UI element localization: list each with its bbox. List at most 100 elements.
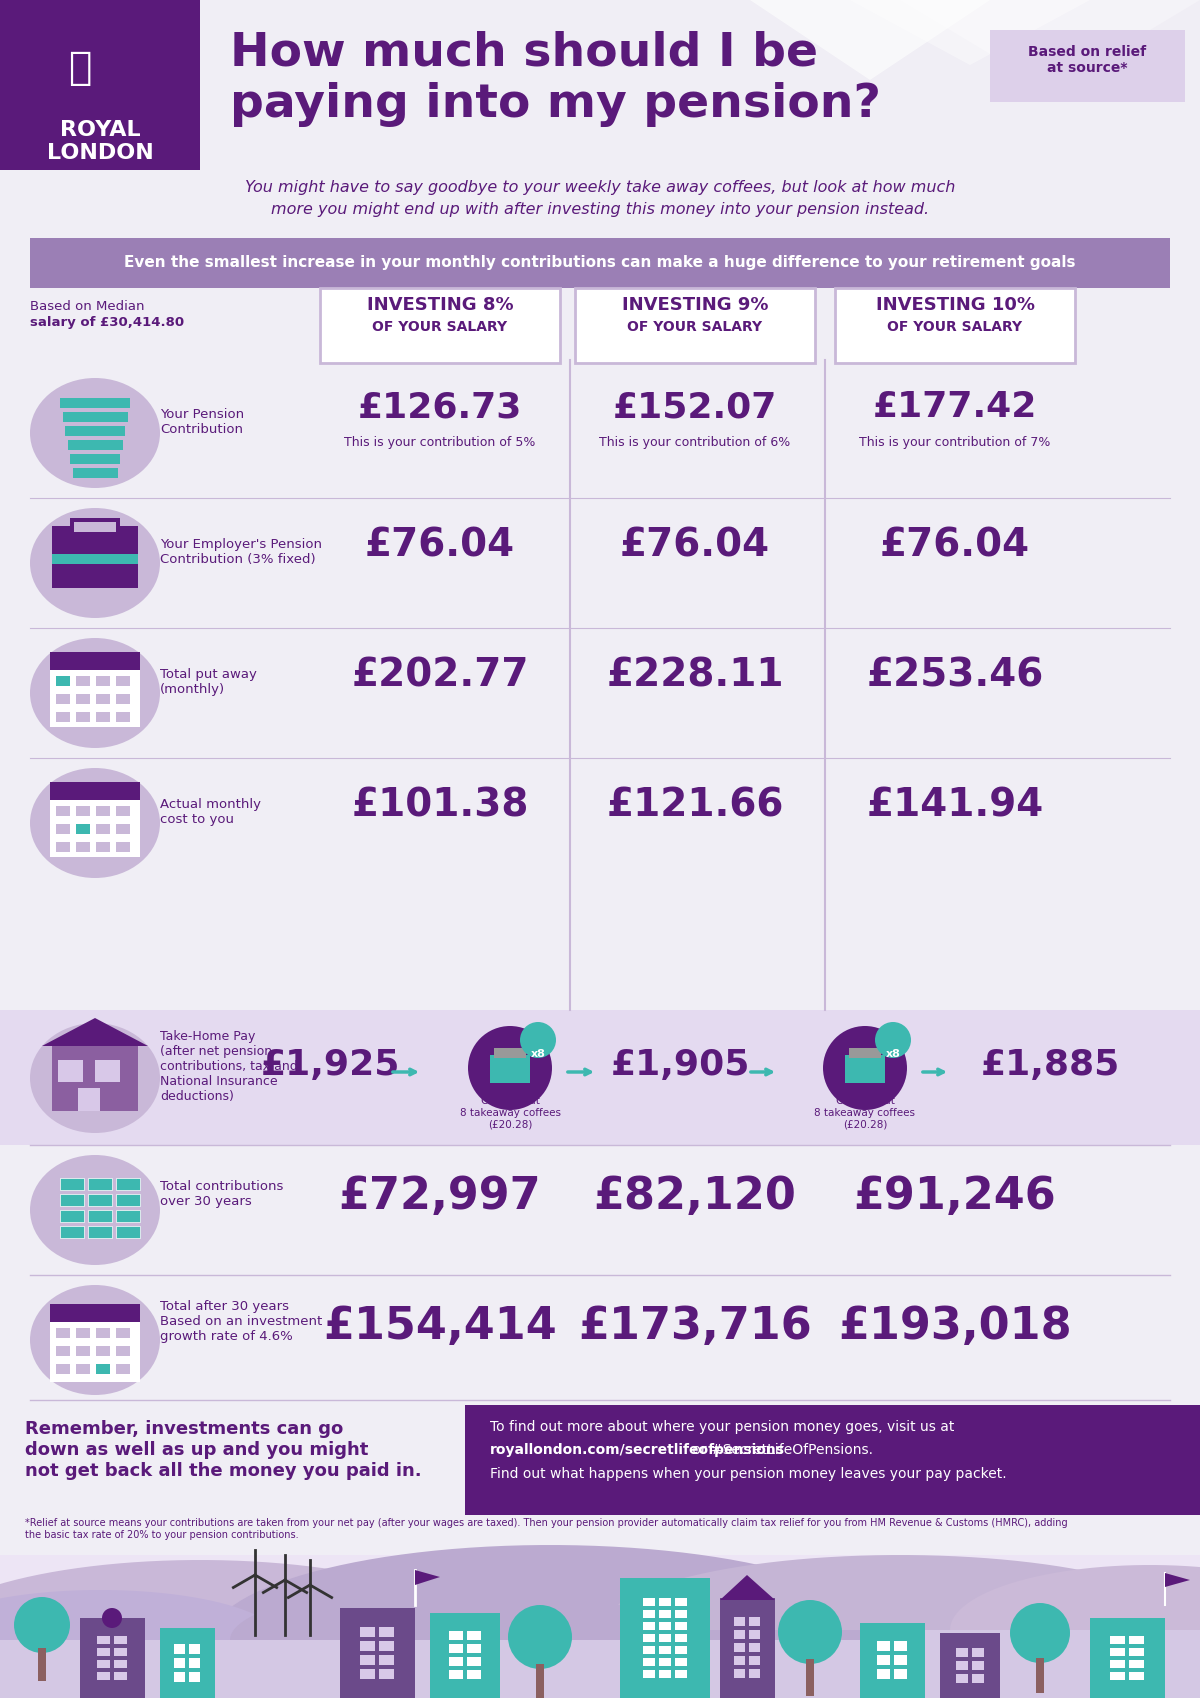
Text: £126.73: £126.73 <box>358 391 522 424</box>
Bar <box>0 498 1200 628</box>
Bar <box>56 676 70 686</box>
Text: royallondon.com/secretlifeofpensions: royallondon.com/secretlifeofpensions <box>490 1443 785 1457</box>
Bar <box>52 1046 138 1110</box>
Text: Total after 30 years
Based on an investment
growth rate of 4.6%: Total after 30 years Based on an investm… <box>160 1301 323 1343</box>
Bar <box>575 289 815 363</box>
Bar <box>97 1649 110 1656</box>
Bar <box>0 0 200 170</box>
Bar <box>74 521 116 531</box>
Bar <box>60 1226 84 1238</box>
Text: x8: x8 <box>530 1049 546 1060</box>
Bar <box>379 1640 394 1650</box>
Bar <box>806 1659 814 1696</box>
Bar <box>659 1598 671 1606</box>
Ellipse shape <box>30 638 160 749</box>
Bar <box>95 1060 120 1082</box>
Text: paying into my pension?: paying into my pension? <box>230 82 881 127</box>
Bar <box>116 1194 140 1206</box>
Bar <box>60 397 130 408</box>
Bar <box>940 1633 1000 1698</box>
Bar <box>38 1649 46 1681</box>
Text: £91,246: £91,246 <box>853 1175 1056 1217</box>
Text: Remember, investments can go
down as well as up and you might
not get back all t: Remember, investments can go down as wel… <box>25 1420 421 1479</box>
Bar <box>734 1644 745 1652</box>
Bar <box>96 694 110 705</box>
Bar <box>96 807 110 817</box>
Bar <box>116 676 130 686</box>
Bar <box>467 1671 481 1679</box>
Bar <box>749 1630 760 1639</box>
Bar <box>96 1328 110 1338</box>
Ellipse shape <box>30 1022 160 1133</box>
Bar <box>956 1649 968 1657</box>
Text: £154,414: £154,414 <box>323 1306 557 1348</box>
Text: £141.94: £141.94 <box>866 786 1044 824</box>
Bar <box>749 1644 760 1652</box>
Polygon shape <box>750 0 990 80</box>
Bar <box>88 1194 112 1206</box>
Ellipse shape <box>30 379 160 487</box>
Bar <box>76 807 90 817</box>
Text: This is your contribution of 5%: This is your contribution of 5% <box>344 436 535 448</box>
Text: x8: x8 <box>886 1049 900 1060</box>
Bar <box>379 1656 394 1666</box>
Bar <box>50 1304 140 1382</box>
Bar <box>674 1598 686 1606</box>
Text: *Relief at source means your contributions are taken from your net pay (after yo: *Relief at source means your contributio… <box>25 1518 1068 1540</box>
Bar <box>64 413 128 423</box>
Bar <box>860 1623 925 1698</box>
Bar <box>734 1656 745 1666</box>
Circle shape <box>875 1022 911 1058</box>
Bar <box>56 807 70 817</box>
Bar <box>114 1649 127 1656</box>
Bar <box>0 1640 1200 1698</box>
Bar <box>734 1630 745 1639</box>
Text: How much should I be: How much should I be <box>230 31 818 75</box>
Text: £193,018: £193,018 <box>838 1306 1072 1348</box>
Text: Find out what happens when your pension money leaves your pay packet.: Find out what happens when your pension … <box>490 1467 1007 1481</box>
Polygon shape <box>600 1555 1200 1630</box>
Bar <box>835 289 1075 363</box>
Bar <box>1110 1661 1126 1667</box>
Bar <box>0 1630 1200 1698</box>
Text: This is your contribution of 7%: This is your contribution of 7% <box>859 436 1051 448</box>
Bar <box>116 824 130 834</box>
Bar <box>643 1671 655 1678</box>
Bar <box>877 1669 890 1679</box>
Bar <box>659 1645 671 1654</box>
Bar <box>70 518 120 537</box>
Text: Based on relief
at source*: Based on relief at source* <box>1028 46 1146 75</box>
Text: Cutting out
8 takeaway coffees
(£20.28): Cutting out 8 takeaway coffees (£20.28) <box>815 1095 916 1129</box>
Bar <box>467 1644 481 1652</box>
Bar <box>360 1627 374 1637</box>
Bar <box>536 1664 544 1698</box>
Ellipse shape <box>30 767 160 878</box>
Text: £76.04: £76.04 <box>880 526 1030 564</box>
Bar <box>190 1657 200 1667</box>
Text: £82,120: £82,120 <box>594 1175 797 1217</box>
Bar <box>50 783 140 857</box>
Bar <box>76 694 90 705</box>
Bar <box>674 1610 686 1618</box>
Bar <box>70 453 120 464</box>
Bar <box>360 1656 374 1666</box>
Polygon shape <box>850 0 1090 65</box>
Polygon shape <box>210 1545 890 1640</box>
Bar <box>990 31 1186 102</box>
Bar <box>643 1657 655 1666</box>
Bar <box>116 1328 130 1338</box>
Text: ROYAL
LONDON: ROYAL LONDON <box>47 121 154 163</box>
Bar <box>0 1404 460 1515</box>
Circle shape <box>823 1026 907 1110</box>
Text: £1,885: £1,885 <box>980 1048 1120 1082</box>
Bar <box>116 807 130 817</box>
Text: Actual monthly
cost to you: Actual monthly cost to you <box>160 798 262 825</box>
Bar <box>643 1633 655 1642</box>
Bar <box>114 1635 127 1644</box>
Bar <box>620 1577 710 1698</box>
Bar <box>76 824 90 834</box>
Bar <box>76 711 90 722</box>
Bar <box>749 1616 760 1627</box>
Bar <box>1110 1635 1126 1644</box>
Circle shape <box>468 1026 552 1110</box>
